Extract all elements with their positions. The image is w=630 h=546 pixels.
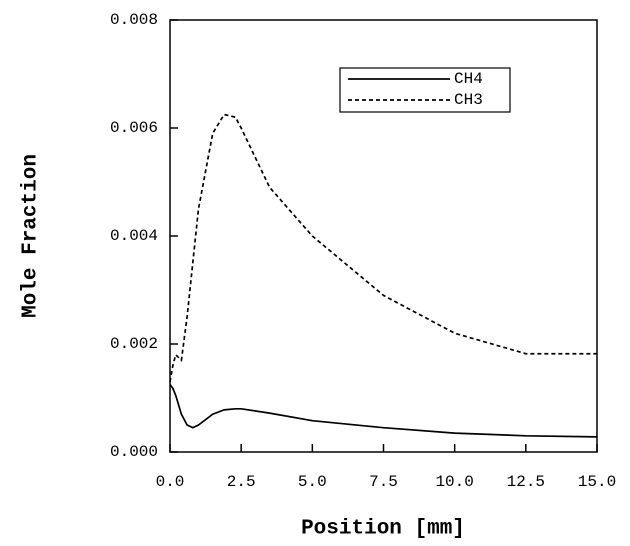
x-axis-title: Position [mm] [301,518,465,541]
legend-label: CH4 [454,70,483,88]
x-tick-label: 15.0 [578,473,616,491]
y-tick-label: 0.006 [110,119,158,137]
x-tick-label: 7.5 [369,473,398,491]
x-tick-label: 0.0 [156,473,185,491]
x-tick-label: 10.0 [435,473,473,491]
y-tick-label: 0.000 [110,443,158,461]
series-line [169,113,597,382]
y-tick-label: 0.002 [110,335,158,353]
y-tick-label: 0.004 [110,227,158,245]
y-axis-title: Mole Fraction [20,154,43,318]
legend-label: CH3 [454,91,483,109]
series-line [169,383,598,438]
x-tick-label: 2.5 [227,473,256,491]
y-tick-label: 0.008 [110,11,158,29]
x-tick-label: 5.0 [298,473,327,491]
x-tick-label: 12.5 [507,473,545,491]
legend-box [339,67,511,113]
